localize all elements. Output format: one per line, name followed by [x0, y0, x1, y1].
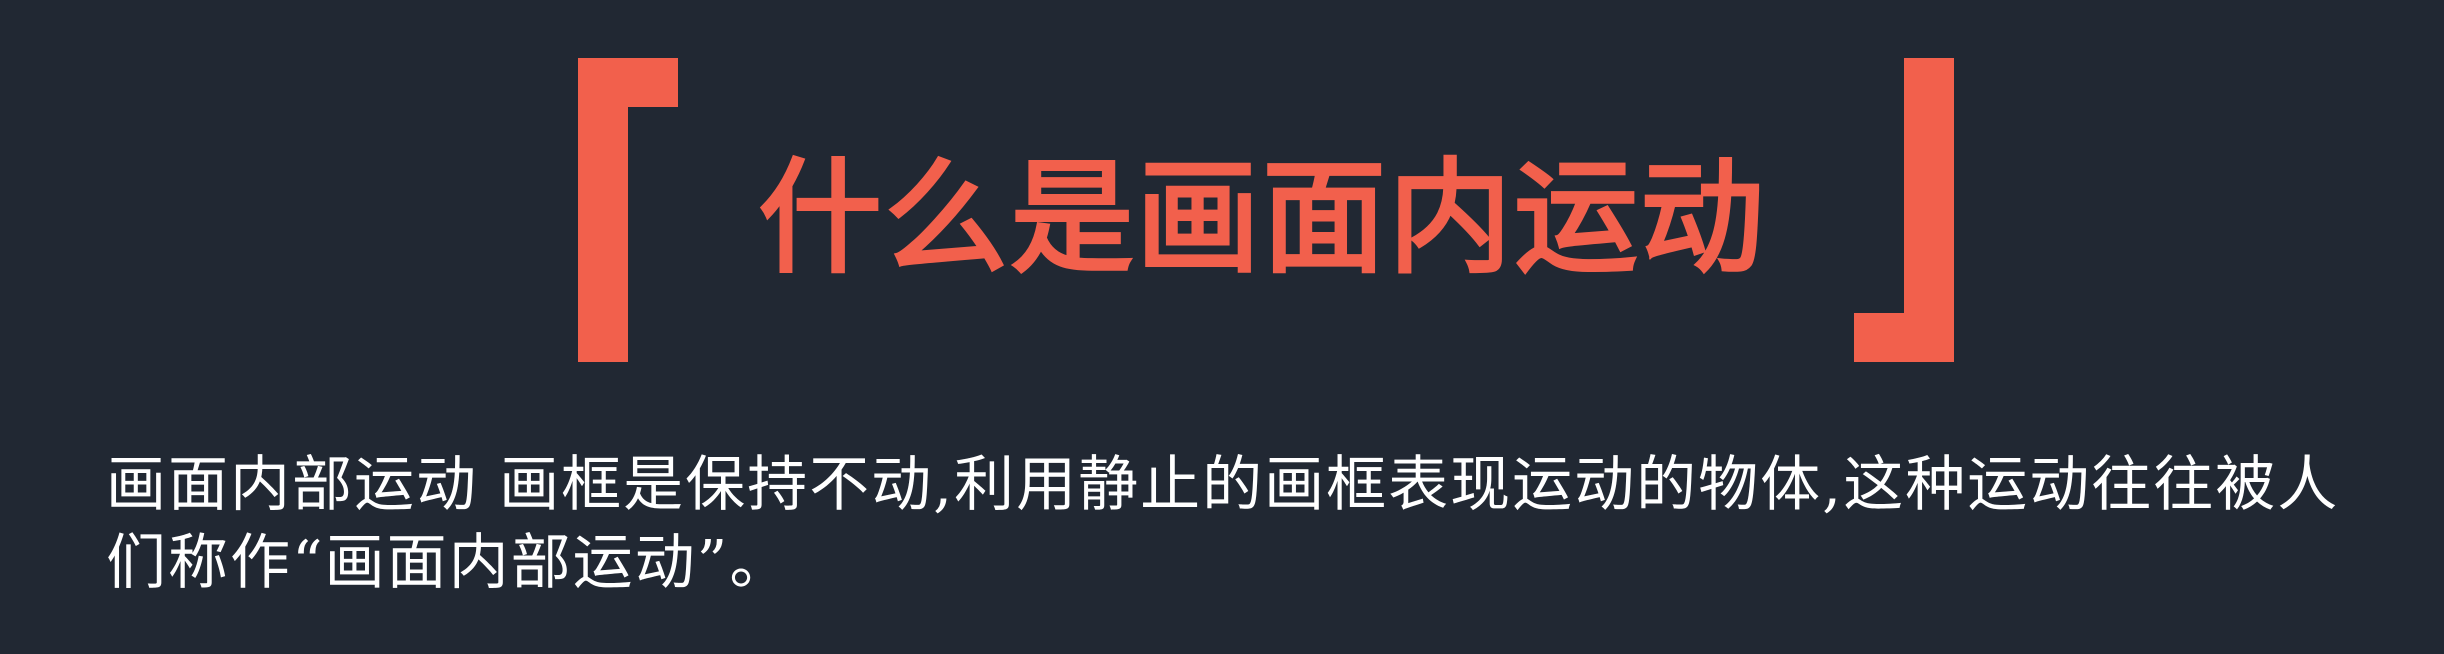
right-corner-bracket — [1854, 58, 1954, 362]
page-title: 什么是画面内运动 — [757, 147, 1766, 291]
title-block: 什么是画面内运动 — [578, 58, 1954, 364]
right-bracket-horizontal — [1854, 313, 1954, 362]
description-text: 画面内部运动 画框是保持不动,利用静止的画框表现运动的物体,这种运动往往被人们称… — [106, 450, 2340, 598]
left-corner-bracket — [578, 58, 678, 362]
left-bracket-vertical — [578, 58, 628, 362]
right-bracket-vertical — [1904, 58, 1954, 362]
left-bracket-horizontal — [578, 58, 678, 107]
